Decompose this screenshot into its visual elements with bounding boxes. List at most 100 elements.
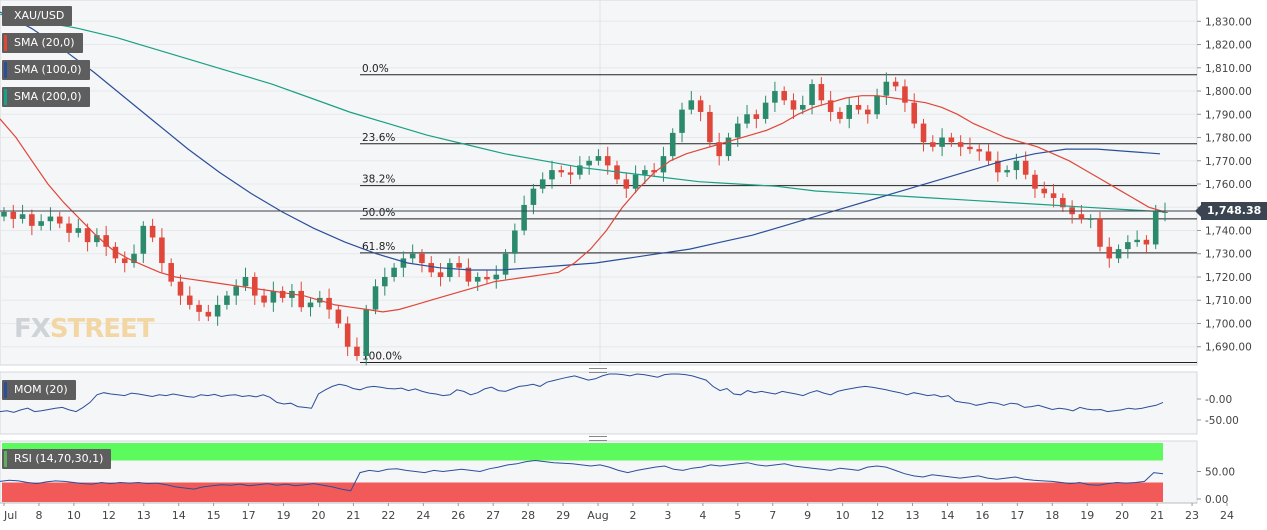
candle-body <box>1152 211 1159 245</box>
x-tick-label: 12 <box>102 509 116 522</box>
candle-body <box>874 95 880 115</box>
fib-label: 61.8% <box>362 241 395 253</box>
pane-resize-handle-rsi[interactable] <box>589 436 607 441</box>
candle-body <box>1134 239 1140 243</box>
candle-body <box>344 323 351 347</box>
x-tick-label: 22 <box>381 509 395 522</box>
y-tick-label: 1,810.00 <box>1205 63 1252 75</box>
candle-body <box>948 137 955 143</box>
candle-body <box>177 281 184 296</box>
candle-body <box>1143 239 1150 245</box>
legend-sma200[interactable]: SMA (200,0) <box>2 87 90 107</box>
x-tick-label: 18 <box>1045 509 1059 522</box>
main-pane-bg <box>0 0 1198 366</box>
candle-body <box>1078 214 1085 219</box>
candle-body <box>29 214 35 226</box>
candle-body <box>94 235 100 243</box>
candle-body <box>716 142 722 157</box>
x-tick-label: 20 <box>311 509 325 522</box>
legend-rsi[interactable]: RSI (14,70,30,1) <box>2 449 112 469</box>
legend-symbol-swatch <box>4 8 7 24</box>
candle-body <box>790 100 797 110</box>
candle-body <box>1125 242 1131 250</box>
candle-body <box>1087 218 1094 220</box>
x-tick-label: 5 <box>734 509 741 522</box>
legend-sma20[interactable]: SMA (20,0) <box>2 33 83 53</box>
candle-body <box>140 225 147 254</box>
pane-resize-handle-mom[interactable] <box>589 368 607 373</box>
x-tick-label: 21 <box>1150 509 1164 522</box>
x-tick-label: 10 <box>836 509 850 522</box>
candle-body <box>530 188 537 205</box>
candle-body <box>409 253 416 259</box>
y-tick-label: 1,700.00 <box>1205 318 1252 330</box>
legend-sma100[interactable]: SMA (100,0) <box>2 60 90 80</box>
candle-body <box>809 84 815 105</box>
candle-body <box>855 104 862 110</box>
candle-body <box>261 295 267 303</box>
fib-label: 0.0% <box>362 63 389 75</box>
legend-mom[interactable]: MOM (20) <box>2 380 76 400</box>
x-tick-label: 28 <box>521 509 535 522</box>
candle-body <box>725 137 732 157</box>
legend-sma20-swatch <box>4 35 7 51</box>
x-tick-label: 9 <box>804 509 811 522</box>
candle-body <box>149 225 156 238</box>
sma200-line <box>0 13 1166 213</box>
candle-body <box>270 290 277 303</box>
rsi-overbought-band <box>2 443 1163 461</box>
sma100-line <box>0 11 1161 271</box>
x-tick-label: Aug <box>587 509 608 522</box>
candle-body <box>131 253 137 264</box>
candle-body <box>428 263 435 273</box>
candle-body <box>1050 193 1057 198</box>
candle-body <box>762 102 769 119</box>
candle-body <box>391 267 397 277</box>
rsi-line <box>0 459 1164 492</box>
x-tick-label: 13 <box>137 509 151 522</box>
candle-body <box>976 149 983 152</box>
candle-body <box>864 109 871 115</box>
candle-body <box>121 258 128 264</box>
y-tick-label: 1,830.00 <box>1205 16 1252 28</box>
candle-body <box>372 286 379 310</box>
x-tick-label: 14 <box>172 509 186 522</box>
candle-body <box>214 304 221 317</box>
mom-pane-bg <box>0 371 1198 435</box>
candle-body <box>47 216 54 222</box>
legend-symbol[interactable]: XAU/USD <box>2 6 73 26</box>
candle-body <box>604 156 611 166</box>
legend-symbol-label: XAU/USD <box>14 9 65 22</box>
rsi-tick-label: 50.00 <box>1205 467 1235 479</box>
candle-body <box>930 142 936 147</box>
candle-body <box>307 302 314 308</box>
x-tick-label: 17 <box>242 509 256 522</box>
candle-body <box>1060 197 1066 208</box>
mom-tick-label: -50.00 <box>1205 415 1239 427</box>
x-tick-label: 19 <box>1080 509 1094 522</box>
candle-body <box>56 216 63 224</box>
candle-body <box>168 263 174 282</box>
candle-body <box>697 100 704 112</box>
legend-sma100-swatch <box>4 62 7 78</box>
x-tick-label: 17 <box>1010 509 1024 522</box>
legend-sma100-label: SMA (100,0) <box>14 63 82 76</box>
candle-body <box>382 276 388 287</box>
candle-body <box>103 235 109 247</box>
candle-body <box>224 295 230 305</box>
candle-body <box>112 246 119 259</box>
x-tick-label: 4 <box>699 509 706 522</box>
candle-body <box>642 170 648 175</box>
mom-tick-label: -0.00 <box>1205 394 1232 406</box>
fxstreet-watermark: FXSTREET <box>14 314 155 344</box>
y-tick-label: 1,720.00 <box>1205 272 1252 284</box>
candle-body <box>772 91 778 103</box>
candle-body <box>967 146 973 150</box>
candle-body <box>474 276 481 282</box>
candle-body <box>484 276 490 280</box>
candle-body <box>1013 160 1020 171</box>
y-tick-label: 1,740.00 <box>1205 226 1252 238</box>
candle-body <box>586 160 592 166</box>
